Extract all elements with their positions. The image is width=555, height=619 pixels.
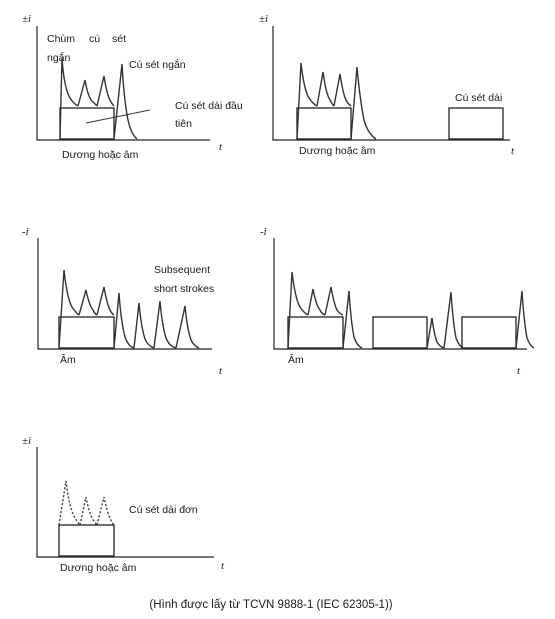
panel-1-label-cu: cú <box>89 33 100 45</box>
panel-4-stroke-3 <box>324 286 344 316</box>
panel-2-bottom-label: Dương hoặc âm <box>299 145 376 157</box>
panel-1-short-stroke <box>113 63 138 140</box>
panel-2-y-axis-label: ±i <box>259 13 268 25</box>
panel-5-superimposed-impulse-2 <box>79 496 98 526</box>
panel-3-stroke-3 <box>96 286 115 316</box>
panel-3-subsequent-stroke-2 <box>133 302 155 349</box>
panel-4-long-stroke-box-2 <box>461 316 517 349</box>
panel-3-subsequent-stroke-1 <box>113 292 135 349</box>
panel-4-stroke-1 <box>287 271 309 349</box>
panel-4-continuing-current-box <box>287 316 344 349</box>
panel-3-subsequent-stroke-4 <box>175 305 200 349</box>
panel-3-subsequent-stroke-3 <box>153 300 177 349</box>
figure-caption: (Hình được lấy từ TCVN 9888-1 (IEC 62305… <box>149 599 392 611</box>
panel-1: ±i t Chùm cú sét ngắn Cú sét ngắn Cú sét… <box>22 13 243 161</box>
panel-5-axes <box>36 447 214 558</box>
panel-5-superimposed-impulse-1 <box>58 480 81 526</box>
panel-3-label-subsequent-1: Subsequent <box>154 264 210 276</box>
panel-3-stroke-2 <box>78 289 98 316</box>
panel-1-x-axis-label: t <box>219 141 223 153</box>
panel-4-y-axis-label: -i <box>260 226 267 238</box>
panel-4-short-stroke-4 <box>515 290 535 349</box>
panel-1-long-stroke-pointer <box>85 109 151 124</box>
panel-2-stroke-2 <box>316 71 335 107</box>
panel-1-stroke-2 <box>77 79 98 107</box>
panel-1-label-ngan: ngắn <box>47 51 71 64</box>
panel-4: -i t Âm <box>260 226 535 377</box>
panel-2-label-long-stroke: Cú sét dài <box>455 92 502 104</box>
panel-4-stroke-2 <box>307 288 326 316</box>
panel-5-label-single-long: Cú sét dài đơn <box>129 504 198 516</box>
panel-1-label-long-first-1: Cú sét dài đầu <box>175 100 243 112</box>
panel-1-y-axis-label: ±i <box>22 13 31 25</box>
panel-3-label-subsequent-2: short strokes <box>154 283 214 295</box>
panel-4-long-stroke-box-1 <box>372 316 428 349</box>
panel-2-x-axis-label: t <box>511 145 515 157</box>
panel-3: -i t Subsequent short strokes Âm <box>22 226 223 377</box>
panel-3-x-axis-label: t <box>219 365 223 377</box>
panel-2-axes <box>272 26 510 141</box>
panel-4-axes <box>273 238 527 350</box>
panel-1-bottom-label: Dương hoặc âm <box>62 149 139 161</box>
panel-4-x-axis-label: t <box>517 365 521 377</box>
panel-1-label-chum: Chùm <box>47 33 75 45</box>
panel-3-stroke-1 <box>58 269 80 349</box>
panel-4-short-stroke-3 <box>443 291 464 349</box>
panel-2-long-stroke-box <box>448 107 504 140</box>
panel-5-superimposed-impulse-3 <box>96 496 115 526</box>
panel-4-short-stroke-1 <box>342 290 363 349</box>
panel-5-long-stroke-box <box>58 524 115 557</box>
panel-4-bottom-label: Âm <box>288 353 304 366</box>
panel-1-continuing-current-box <box>59 107 115 140</box>
panel-3-continuing-current-box <box>58 316 115 349</box>
panel-3-bottom-label: Âm <box>60 353 76 366</box>
panel-2-continuing-current-box <box>296 107 352 140</box>
panel-5: ±i t Cú sét dài đơn Dương hoặc âm <box>22 435 225 574</box>
panel-2: ±i t Cú sét dài Dương hoặc âm <box>259 13 515 157</box>
panel-3-axes <box>37 238 212 350</box>
panel-4-short-stroke-2 <box>426 317 445 349</box>
panel-5-y-axis-label: ±i <box>22 435 31 447</box>
panel-1-label-set: sét <box>112 33 126 45</box>
panel-2-stroke-3 <box>333 73 352 107</box>
panel-2-stroke-1 <box>296 62 318 140</box>
panel-1-stroke-1 <box>59 57 79 140</box>
panel-5-bottom-label: Dương hoặc âm <box>60 562 137 574</box>
panel-1-label-long-first-2: tiên <box>175 118 192 130</box>
panel-1-label-short-stroke: Cú sét ngắn <box>129 58 186 71</box>
panel-1-axes <box>36 26 210 141</box>
panel-5-x-axis-label: t <box>221 560 225 572</box>
panel-2-short-stroke <box>350 66 377 140</box>
panel-1-stroke-3 <box>96 75 115 107</box>
panel-3-y-axis-label: -i <box>22 226 29 238</box>
